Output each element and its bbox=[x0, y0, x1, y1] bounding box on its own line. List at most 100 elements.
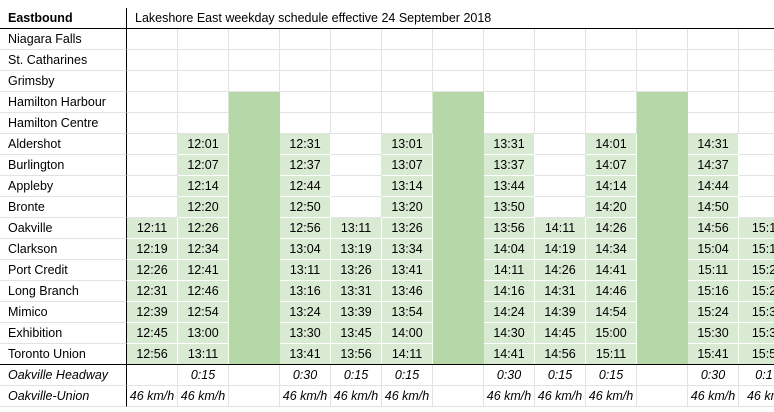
station-label: Aldershot bbox=[0, 134, 127, 155]
time-cell: 12:01 bbox=[178, 134, 229, 155]
time-cell: 12:14 bbox=[178, 176, 229, 197]
time-cell: 12:44 bbox=[280, 176, 331, 197]
empty-cell bbox=[229, 29, 280, 50]
time-cell: 13:24 bbox=[280, 302, 331, 323]
time-cell: 14:37 bbox=[688, 155, 739, 176]
empty-cell bbox=[739, 197, 774, 218]
time-cell: 46 km/h bbox=[331, 386, 382, 407]
empty-cell bbox=[637, 50, 688, 71]
empty-cell bbox=[637, 197, 688, 218]
empty-cell bbox=[331, 71, 382, 92]
time-cell: 13:56 bbox=[484, 218, 535, 239]
empty-cell bbox=[535, 92, 586, 113]
time-cell: 46 km/h bbox=[280, 386, 331, 407]
time-cell: 46 km/h bbox=[586, 386, 637, 407]
empty-cell bbox=[127, 365, 178, 386]
empty-cell bbox=[688, 50, 739, 71]
empty-cell bbox=[433, 197, 484, 218]
station-label: Bronte bbox=[0, 197, 127, 218]
empty-cell bbox=[637, 239, 688, 260]
time-cell: 14:56 bbox=[535, 344, 586, 365]
station-label: Long Branch bbox=[0, 281, 127, 302]
time-cell: 14:11 bbox=[484, 260, 535, 281]
empty-cell bbox=[280, 29, 331, 50]
time-cell: 15:00 bbox=[586, 323, 637, 344]
empty-cell bbox=[637, 386, 688, 407]
empty-cell bbox=[178, 50, 229, 71]
empty-cell bbox=[739, 50, 774, 71]
empty-cell bbox=[433, 176, 484, 197]
empty-cell bbox=[433, 218, 484, 239]
time-cell: 14:24 bbox=[484, 302, 535, 323]
empty-cell bbox=[127, 113, 178, 134]
station-label: Toronto Union bbox=[0, 344, 127, 365]
empty-cell bbox=[331, 197, 382, 218]
empty-cell bbox=[229, 176, 280, 197]
empty-cell bbox=[178, 71, 229, 92]
time-cell: 12:26 bbox=[178, 218, 229, 239]
time-cell: 12:41 bbox=[178, 260, 229, 281]
time-cell: 13:41 bbox=[280, 344, 331, 365]
empty-cell bbox=[637, 155, 688, 176]
time-cell: 15:04 bbox=[688, 239, 739, 260]
time-cell: 15:3 bbox=[739, 302, 774, 323]
empty-cell bbox=[637, 323, 688, 344]
time-cell: 13:19 bbox=[331, 239, 382, 260]
empty-cell bbox=[433, 71, 484, 92]
time-cell: 14:39 bbox=[535, 302, 586, 323]
time-cell: 14:16 bbox=[484, 281, 535, 302]
empty-cell bbox=[229, 302, 280, 323]
time-cell: 13:30 bbox=[280, 323, 331, 344]
empty-cell bbox=[484, 71, 535, 92]
time-cell: 13:31 bbox=[331, 281, 382, 302]
empty-cell bbox=[331, 155, 382, 176]
time-cell: 12:50 bbox=[280, 197, 331, 218]
empty-cell bbox=[637, 218, 688, 239]
empty-cell bbox=[586, 113, 637, 134]
empty-cell bbox=[127, 134, 178, 155]
header-title: Lakeshore East weekday schedule effectiv… bbox=[127, 8, 774, 29]
time-cell: 13:44 bbox=[484, 176, 535, 197]
empty-cell bbox=[229, 134, 280, 155]
time-cell: 13:07 bbox=[382, 155, 433, 176]
time-cell: 14:41 bbox=[586, 260, 637, 281]
time-cell: 13:11 bbox=[280, 260, 331, 281]
time-cell: 46 km/h bbox=[688, 386, 739, 407]
header-label: Eastbound bbox=[0, 8, 127, 29]
time-cell: 12:26 bbox=[127, 260, 178, 281]
time-cell: 15:2 bbox=[739, 260, 774, 281]
empty-cell bbox=[535, 134, 586, 155]
time-cell: 0:15 bbox=[586, 365, 637, 386]
time-cell: 14:31 bbox=[535, 281, 586, 302]
empty-cell bbox=[331, 29, 382, 50]
empty-cell bbox=[637, 92, 688, 113]
time-cell: 46 km/h bbox=[382, 386, 433, 407]
time-cell: 12:07 bbox=[178, 155, 229, 176]
empty-cell bbox=[739, 92, 774, 113]
empty-cell bbox=[178, 113, 229, 134]
empty-cell bbox=[535, 197, 586, 218]
time-cell: 14:46 bbox=[586, 281, 637, 302]
empty-cell bbox=[586, 29, 637, 50]
empty-cell bbox=[739, 71, 774, 92]
empty-cell bbox=[127, 71, 178, 92]
empty-cell bbox=[637, 113, 688, 134]
empty-cell bbox=[433, 239, 484, 260]
union-rule bbox=[0, 364, 774, 365]
time-cell: 12:56 bbox=[280, 218, 331, 239]
time-cell: 13:01 bbox=[382, 134, 433, 155]
empty-cell bbox=[127, 155, 178, 176]
empty-cell bbox=[178, 92, 229, 113]
empty-cell bbox=[127, 176, 178, 197]
empty-cell bbox=[739, 155, 774, 176]
empty-cell bbox=[739, 113, 774, 134]
empty-cell bbox=[637, 134, 688, 155]
time-cell: 12:31 bbox=[280, 134, 331, 155]
empty-cell bbox=[433, 344, 484, 365]
time-cell: 13:00 bbox=[178, 323, 229, 344]
time-cell: 13:45 bbox=[331, 323, 382, 344]
time-cell: 13:26 bbox=[382, 218, 433, 239]
time-cell: 13:46 bbox=[382, 281, 433, 302]
time-cell: 0:15 bbox=[382, 365, 433, 386]
time-cell: 14:19 bbox=[535, 239, 586, 260]
